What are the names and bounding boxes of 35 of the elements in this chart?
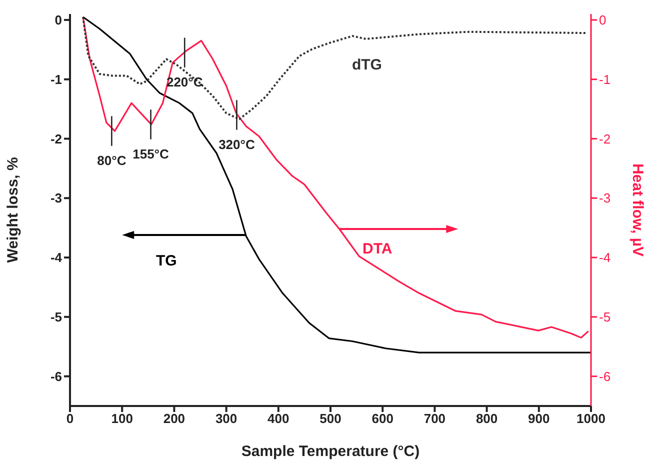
series-label: DTA [362, 240, 392, 258]
y2-tick-label: -4 [599, 250, 611, 266]
x-tick-label: 800 [476, 411, 498, 426]
x-axis-title: Sample Temperature (°C) [241, 443, 420, 460]
x-tick-label: 200 [163, 411, 186, 426]
x-tick-label: 1000 [576, 411, 606, 426]
annotation: 80°C [97, 153, 127, 168]
x-tick-label: 500 [320, 411, 342, 426]
y-axis-title: Weight loss, % [4, 157, 22, 263]
y2-tick-label: -5 [599, 310, 611, 325]
x-tick-label: 100 [111, 411, 133, 426]
y-tick-label: -6 [50, 368, 62, 384]
y2-tick-label: -2 [599, 131, 611, 146]
y2-tick-label: -3 [599, 190, 611, 206]
y-tick-label: -5 [50, 310, 62, 325]
y-tick-label: -1 [50, 72, 62, 87]
x-tick-label: 0 [66, 411, 74, 426]
y-tick-label: 0 [54, 12, 62, 28]
x-tick-label: 700 [424, 411, 446, 426]
annotation: 320°C [218, 136, 256, 152]
y-tick-label: -3 [50, 190, 62, 206]
x-tick-label: 300 [215, 411, 238, 426]
y2-tick-label: 0 [599, 12, 606, 28]
annotation: 155°C [132, 146, 170, 162]
y-tick-label: -2 [50, 131, 62, 146]
text: TG [156, 252, 177, 270]
y-tick-label: -4 [50, 250, 63, 266]
y2-tick-label: -6 [599, 368, 611, 384]
y2-axis-title: Heat flow, µV [629, 163, 646, 257]
x-tick-label: 900 [528, 411, 550, 426]
x-tick-label: 600 [372, 411, 394, 426]
x-tick-label: 400 [268, 411, 290, 426]
y2-tick-label: -1 [599, 72, 611, 87]
series-label: dTG [352, 56, 382, 74]
line-series [82, 16, 587, 120]
